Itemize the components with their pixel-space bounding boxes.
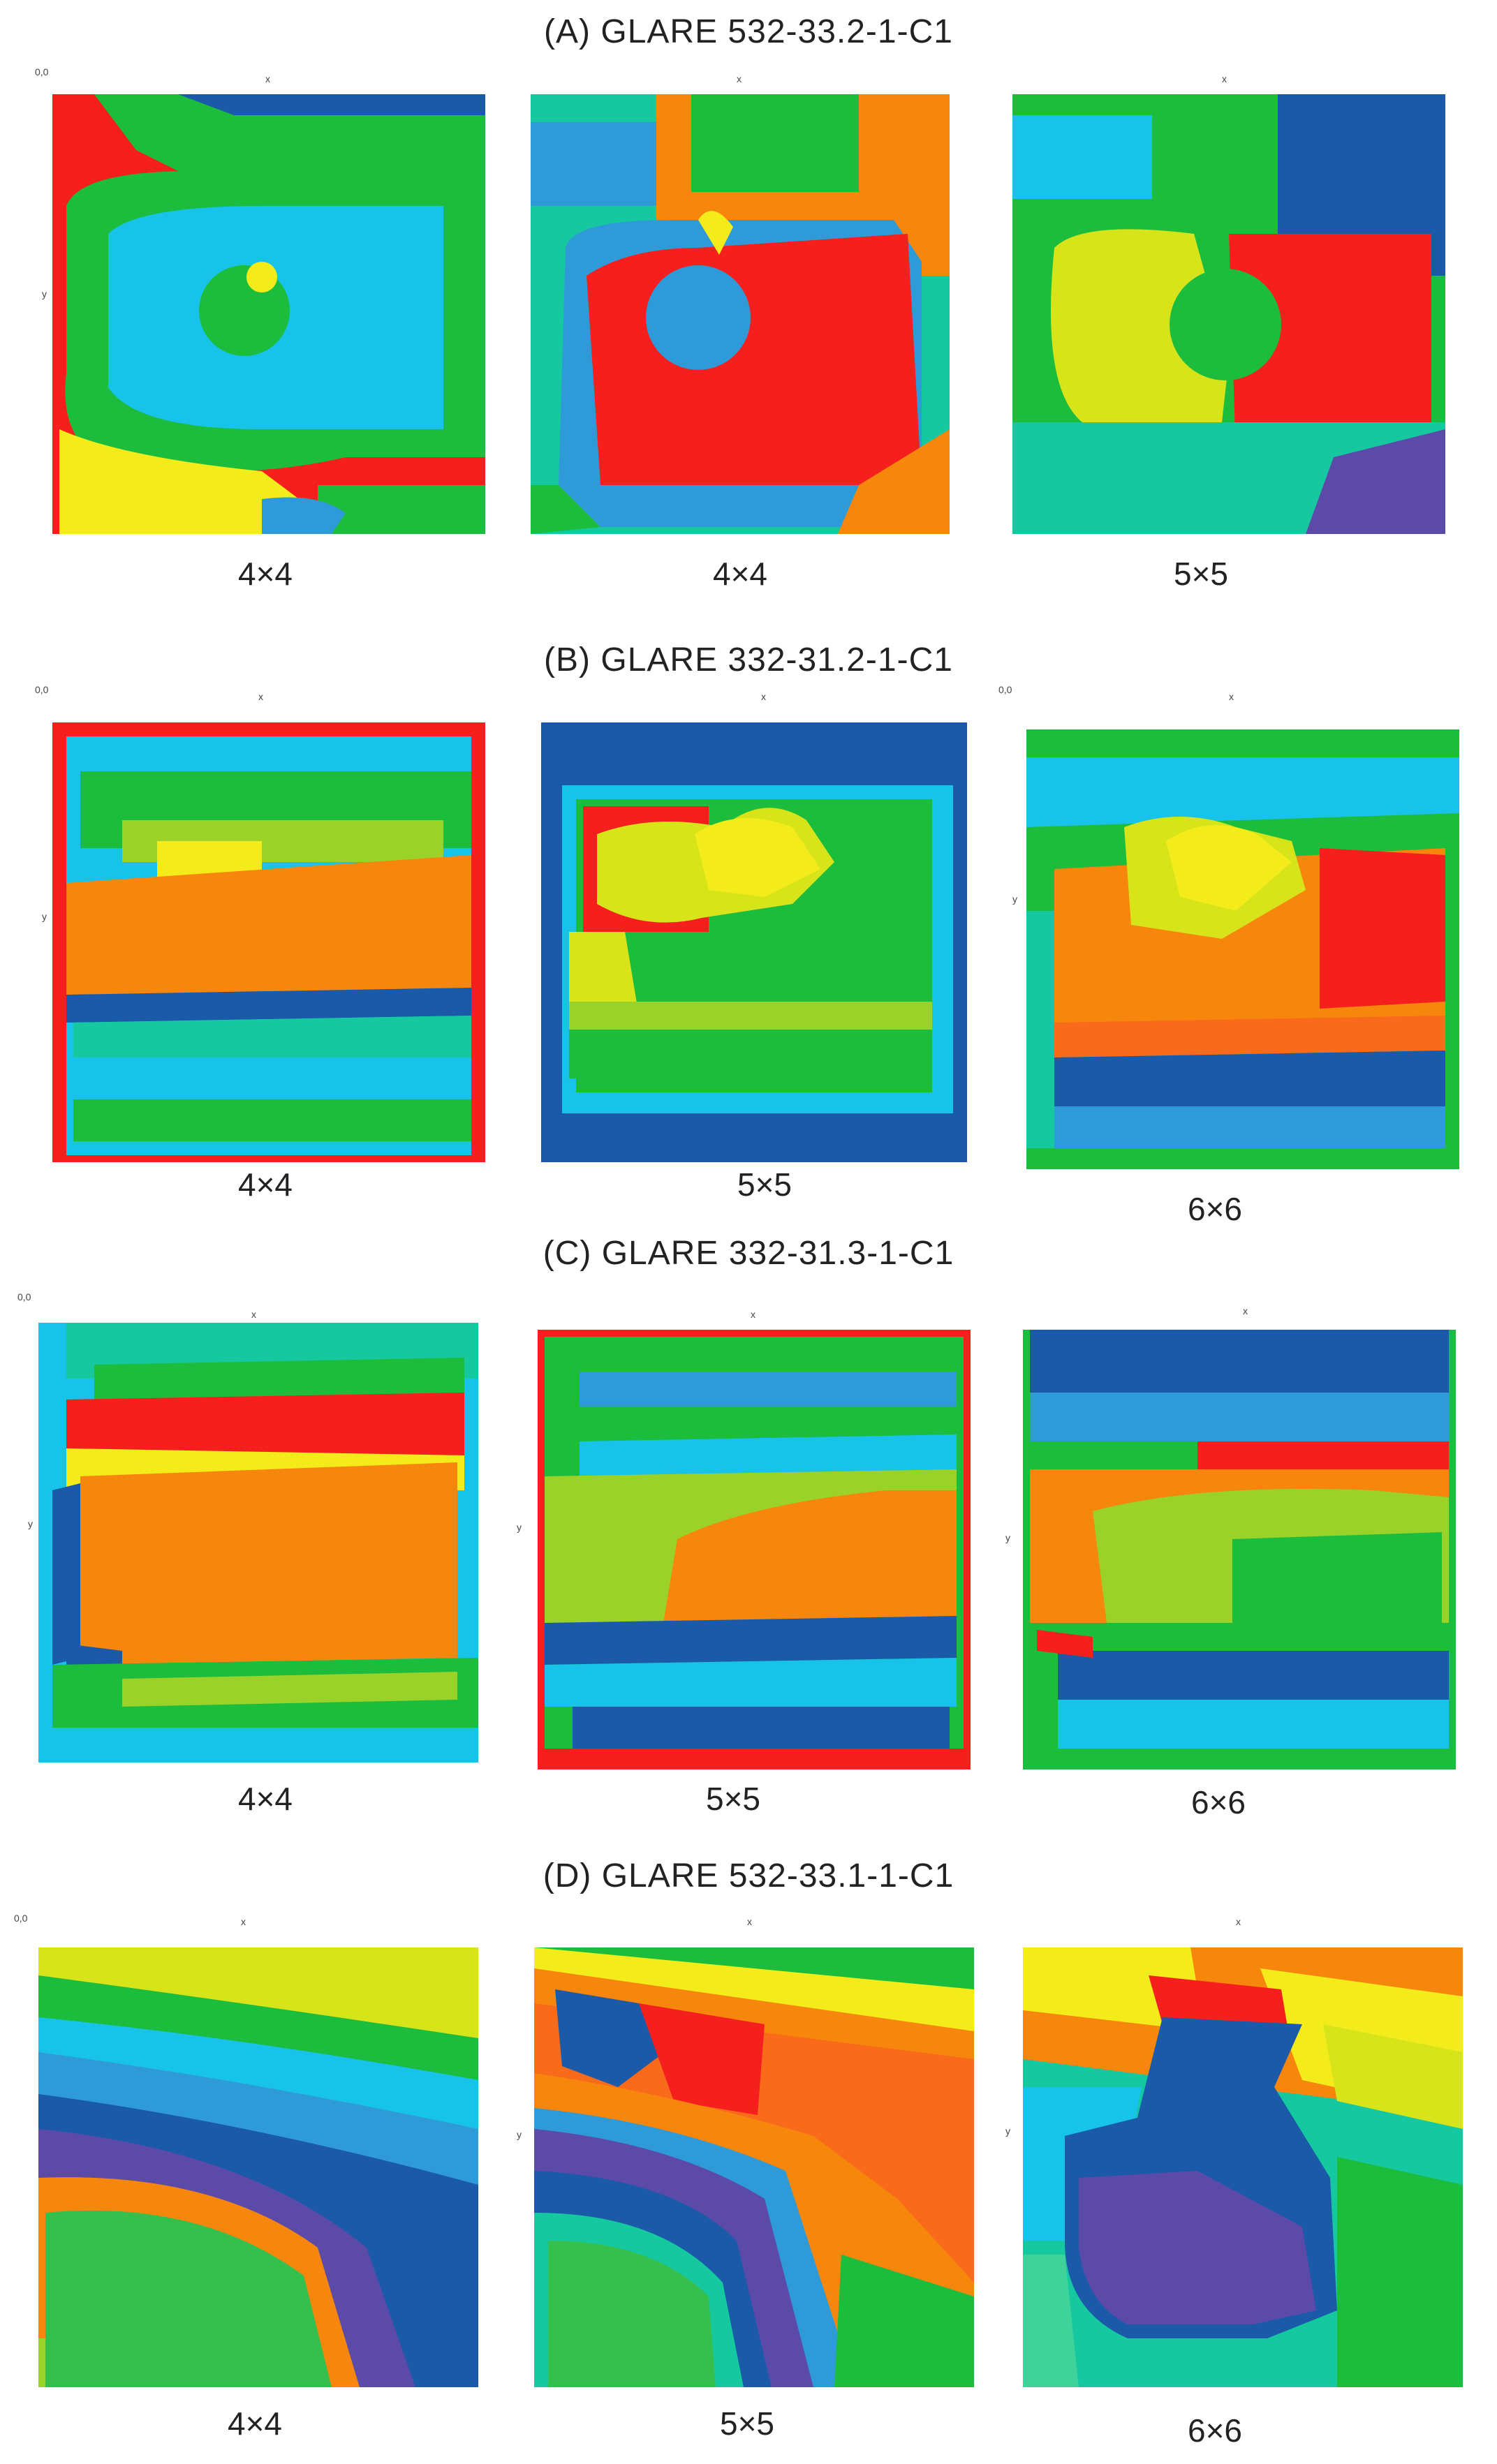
x-axis-label: x <box>751 1309 755 1320</box>
panel-c1: 0,0 x y 4×4 <box>17 1291 492 1836</box>
cluster-map <box>1026 729 1459 1169</box>
panel-b3: 0,0 x y 6×6 <box>998 684 1473 1242</box>
x-axis-label: x <box>265 73 270 84</box>
cluster-map <box>52 94 486 534</box>
panel-d2: x y 5×5 <box>517 1913 978 2457</box>
cluster-map <box>1023 1330 1456 1769</box>
grid-size-label: 4×4 <box>712 556 768 592</box>
origin-label: 0,0 <box>35 684 49 695</box>
panel-d3: x y 6×6 <box>1005 1913 1466 2464</box>
x-axis-label: x <box>761 691 766 702</box>
y-axis-label: y <box>42 288 47 299</box>
grid-size-label: 5×5 <box>719 2405 775 2442</box>
origin-label: 0,0 <box>998 684 1012 695</box>
grid-size-label: 6×6 <box>1187 1191 1243 1227</box>
panel-a2: x 4×4 <box>506 66 960 592</box>
panel-d1: 0,0 x 4×4 <box>14 1913 496 2457</box>
y-axis-label: y <box>1005 1532 1010 1543</box>
x-axis-label: x <box>1236 1916 1241 1927</box>
panel-c3: x y 6×6 <box>1005 1291 1466 1843</box>
section-title-b: (B) GLARE 332-31.2-1-C1 <box>544 641 953 678</box>
cluster-map <box>534 1947 974 2387</box>
cluster-map <box>531 94 950 534</box>
grid-size-label: 5×5 <box>1173 556 1229 592</box>
grid-size-label: 4×4 <box>227 2405 283 2442</box>
cluster-map <box>38 1323 478 1762</box>
panel-a3: x 5×5 <box>991 66 1466 592</box>
grid-size-label: 6×6 <box>1187 2412 1243 2449</box>
cluster-map <box>52 722 485 1162</box>
x-axis-label: x <box>241 1916 246 1927</box>
y-axis-label: y <box>28 1518 33 1529</box>
origin-label: 0,0 <box>17 1291 31 1302</box>
grid-size-label: 5×5 <box>705 1781 761 1817</box>
x-axis-label: x <box>1229 691 1234 702</box>
grid-size-label: 5×5 <box>737 1166 792 1203</box>
cluster-map <box>1023 1947 1463 2387</box>
panel-a1: 0,0 x y 4×4 <box>35 66 489 592</box>
x-axis-label: x <box>1243 1305 1248 1316</box>
cluster-map <box>541 722 967 1162</box>
grid-size-label: 6×6 <box>1190 1784 1246 1820</box>
panel-c2: x y 5×5 <box>517 1291 978 1836</box>
x-axis-label: x <box>258 691 263 702</box>
cluster-map <box>538 1330 971 1769</box>
grid-size-label: 4×4 <box>237 1166 293 1203</box>
panel-b1: 0,0 x y 4×4 <box>35 684 489 1215</box>
section-title-c: (C) GLARE 332-31.3-1-C1 <box>543 1235 954 1272</box>
x-axis-label: x <box>747 1916 752 1927</box>
grid-size-label: 4×4 <box>237 1781 293 1817</box>
origin-label: 0,0 <box>14 1913 28 1924</box>
y-axis-label: y <box>517 2129 522 2140</box>
y-axis-label: y <box>1005 2125 1010 2137</box>
x-axis-label: x <box>251 1309 256 1320</box>
y-axis-label: y <box>1012 893 1017 905</box>
y-axis-label: y <box>42 911 47 922</box>
x-axis-label: x <box>737 73 742 84</box>
panel-b2: x 5×5 <box>531 684 978 1215</box>
section-title-a: (A) GLARE 532-33.2-1-C1 <box>544 13 953 50</box>
y-axis-label: y <box>517 1522 522 1533</box>
x-axis-label: x <box>1222 73 1227 84</box>
cluster-map <box>1012 94 1445 534</box>
grid-size-label: 4×4 <box>237 556 293 592</box>
origin-label: 0,0 <box>35 66 49 77</box>
cluster-map <box>38 1947 478 2387</box>
section-title-d: (D) GLARE 532-33.1-1-C1 <box>543 1857 954 1894</box>
